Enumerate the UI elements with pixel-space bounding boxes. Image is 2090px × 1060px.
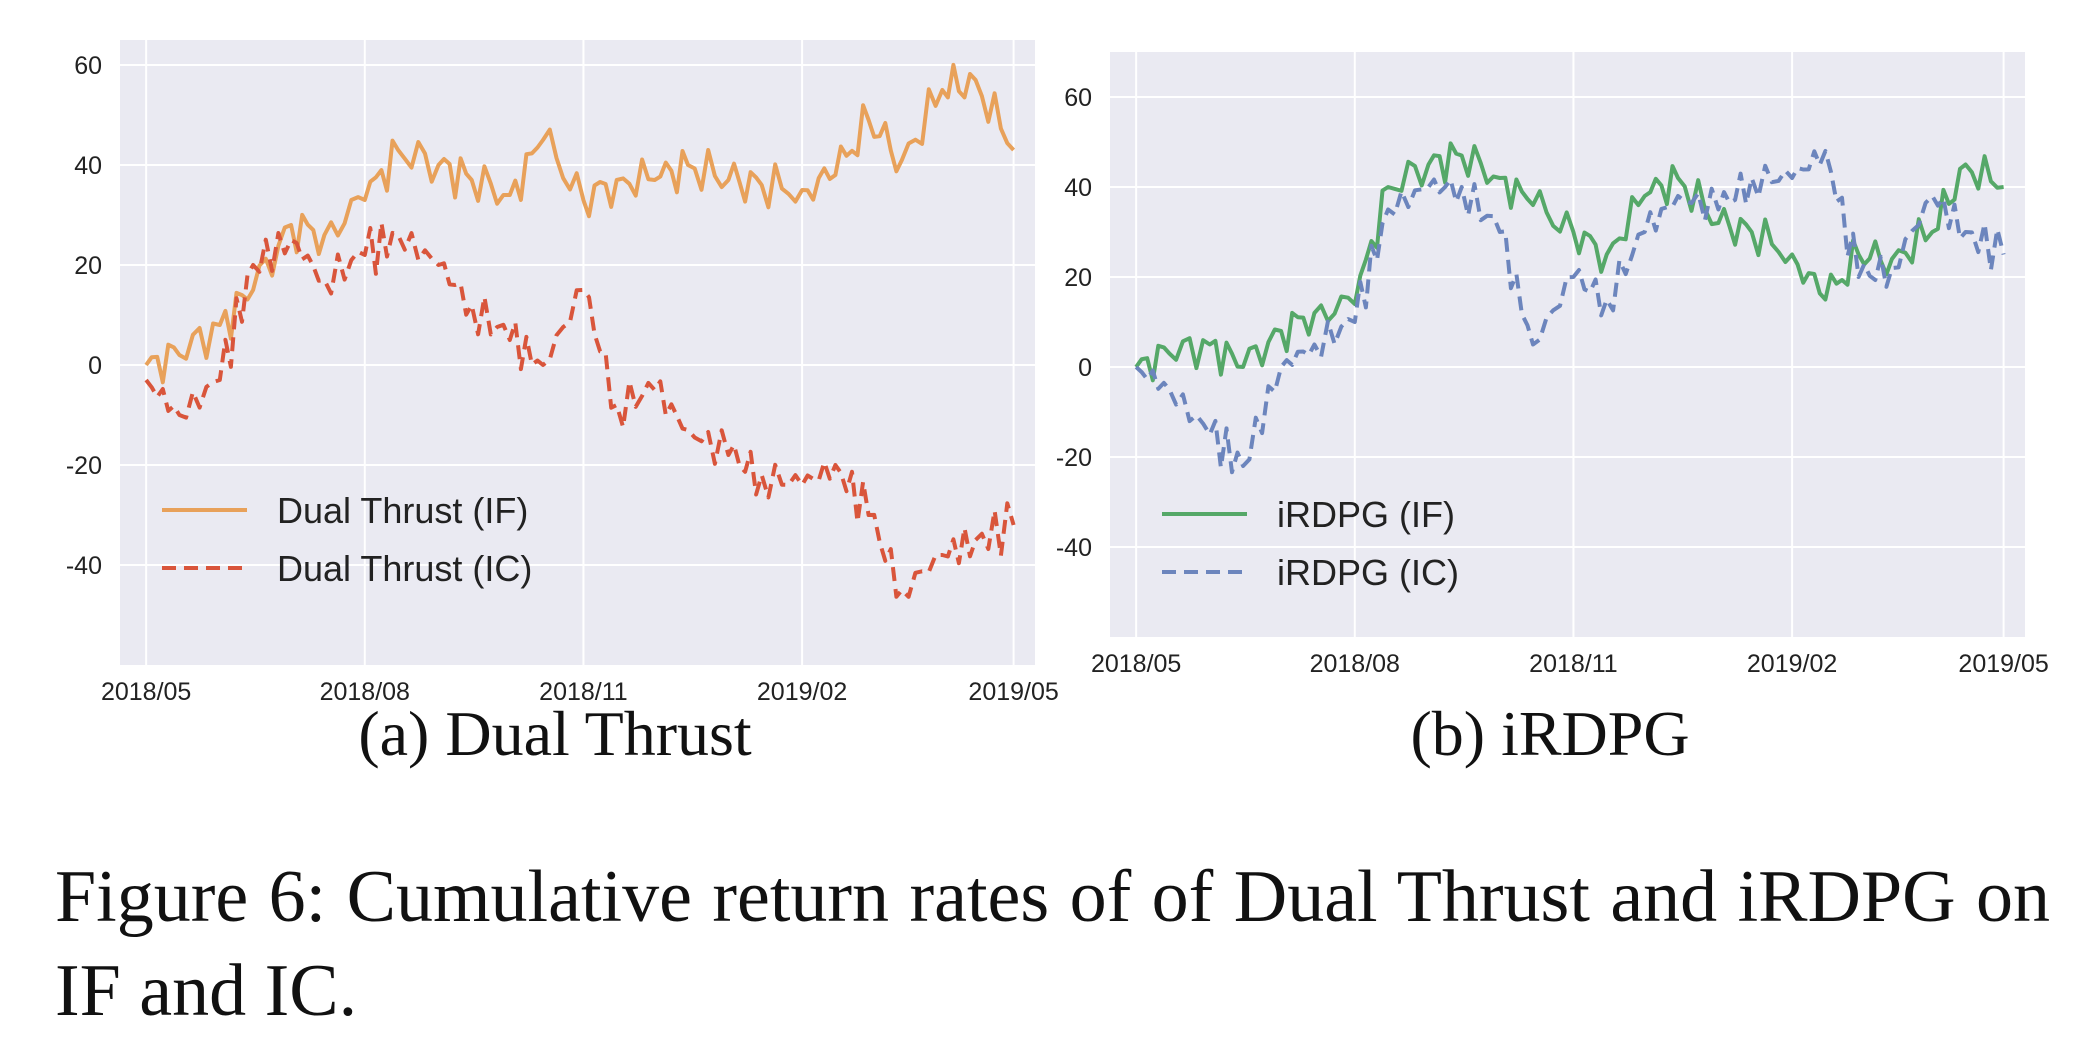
figure-caption-line2: iRDPG on IF and IC. <box>55 856 2051 1032</box>
x-tick-label: 2018/08 <box>1310 650 1400 678</box>
x-tick-label: 2018/05 <box>101 678 191 706</box>
x-tick-label: 2018/05 <box>1091 650 1181 678</box>
y-tick-label: 40 <box>74 152 102 180</box>
y-tick-label: -40 <box>1056 534 1092 562</box>
legend-label-irdpg-if: iRDPG (IF) <box>1277 494 1455 535</box>
x-tick-label: 2018/11 <box>539 678 628 706</box>
y-tick-label: -40 <box>66 552 102 580</box>
y-tick-label: 0 <box>1078 354 1092 382</box>
figure-caption-line1: Figure 6: Cumulative return rates of of … <box>55 856 1718 938</box>
subcaption-irdpg: (b) iRDPG <box>1410 698 1689 769</box>
legend-label-dual-thrust-if: Dual Thrust (IF) <box>277 490 528 531</box>
y-tick-label: 20 <box>74 252 102 280</box>
x-tick-label: 2019/05 <box>968 678 1058 706</box>
x-tick-label: 2018/11 <box>1529 650 1618 678</box>
plot-background <box>120 40 1035 665</box>
figure-svg: -40 -20 0 20 40 60 2018/05 2018/08 2018/11 2019/0… <box>66 40 2049 769</box>
y-tick-label: -20 <box>1056 444 1092 472</box>
y-tick-label: -20 <box>66 452 102 480</box>
y-tick-label: 40 <box>1064 174 1092 202</box>
series-line-irdpg-ic <box>1134 149 2006 475</box>
panel-irdpg: -40 -20 0 20 40 60 2018/05 2018/08 2018/11 2019/0… <box>1056 52 2049 678</box>
x-tick-label: 2019/02 <box>1747 650 1837 678</box>
legend-label-dual-thrust-ic: Dual Thrust (IC) <box>277 548 532 589</box>
x-tick-label: 2019/05 <box>1958 650 2048 678</box>
x-tick-label: 2019/02 <box>757 678 847 706</box>
series-line-irdpg-if <box>1134 141 2004 383</box>
series-line-dual-thrust-ic <box>144 220 1016 599</box>
y-tick-label: 0 <box>88 352 102 380</box>
series-line-dual-thrust-if <box>144 62 1016 385</box>
y-tick-label: 60 <box>74 52 102 80</box>
x-tick-label: 2018/08 <box>320 678 410 706</box>
panel-dual-thrust: -40 -20 0 20 40 60 2018/05 2018/08 2018/11 2019/0… <box>66 40 1059 706</box>
y-tick-label: 60 <box>1064 84 1092 112</box>
figure-caption: Figure 6: Cumulative return rates of of … <box>55 850 2050 1038</box>
legend-label-irdpg-ic: iRDPG (IC) <box>1277 552 1459 593</box>
subcaption-dual-thrust: (a) Dual Thrust <box>358 698 752 769</box>
y-tick-label: 20 <box>1064 264 1092 292</box>
plot-background <box>1110 52 2025 637</box>
